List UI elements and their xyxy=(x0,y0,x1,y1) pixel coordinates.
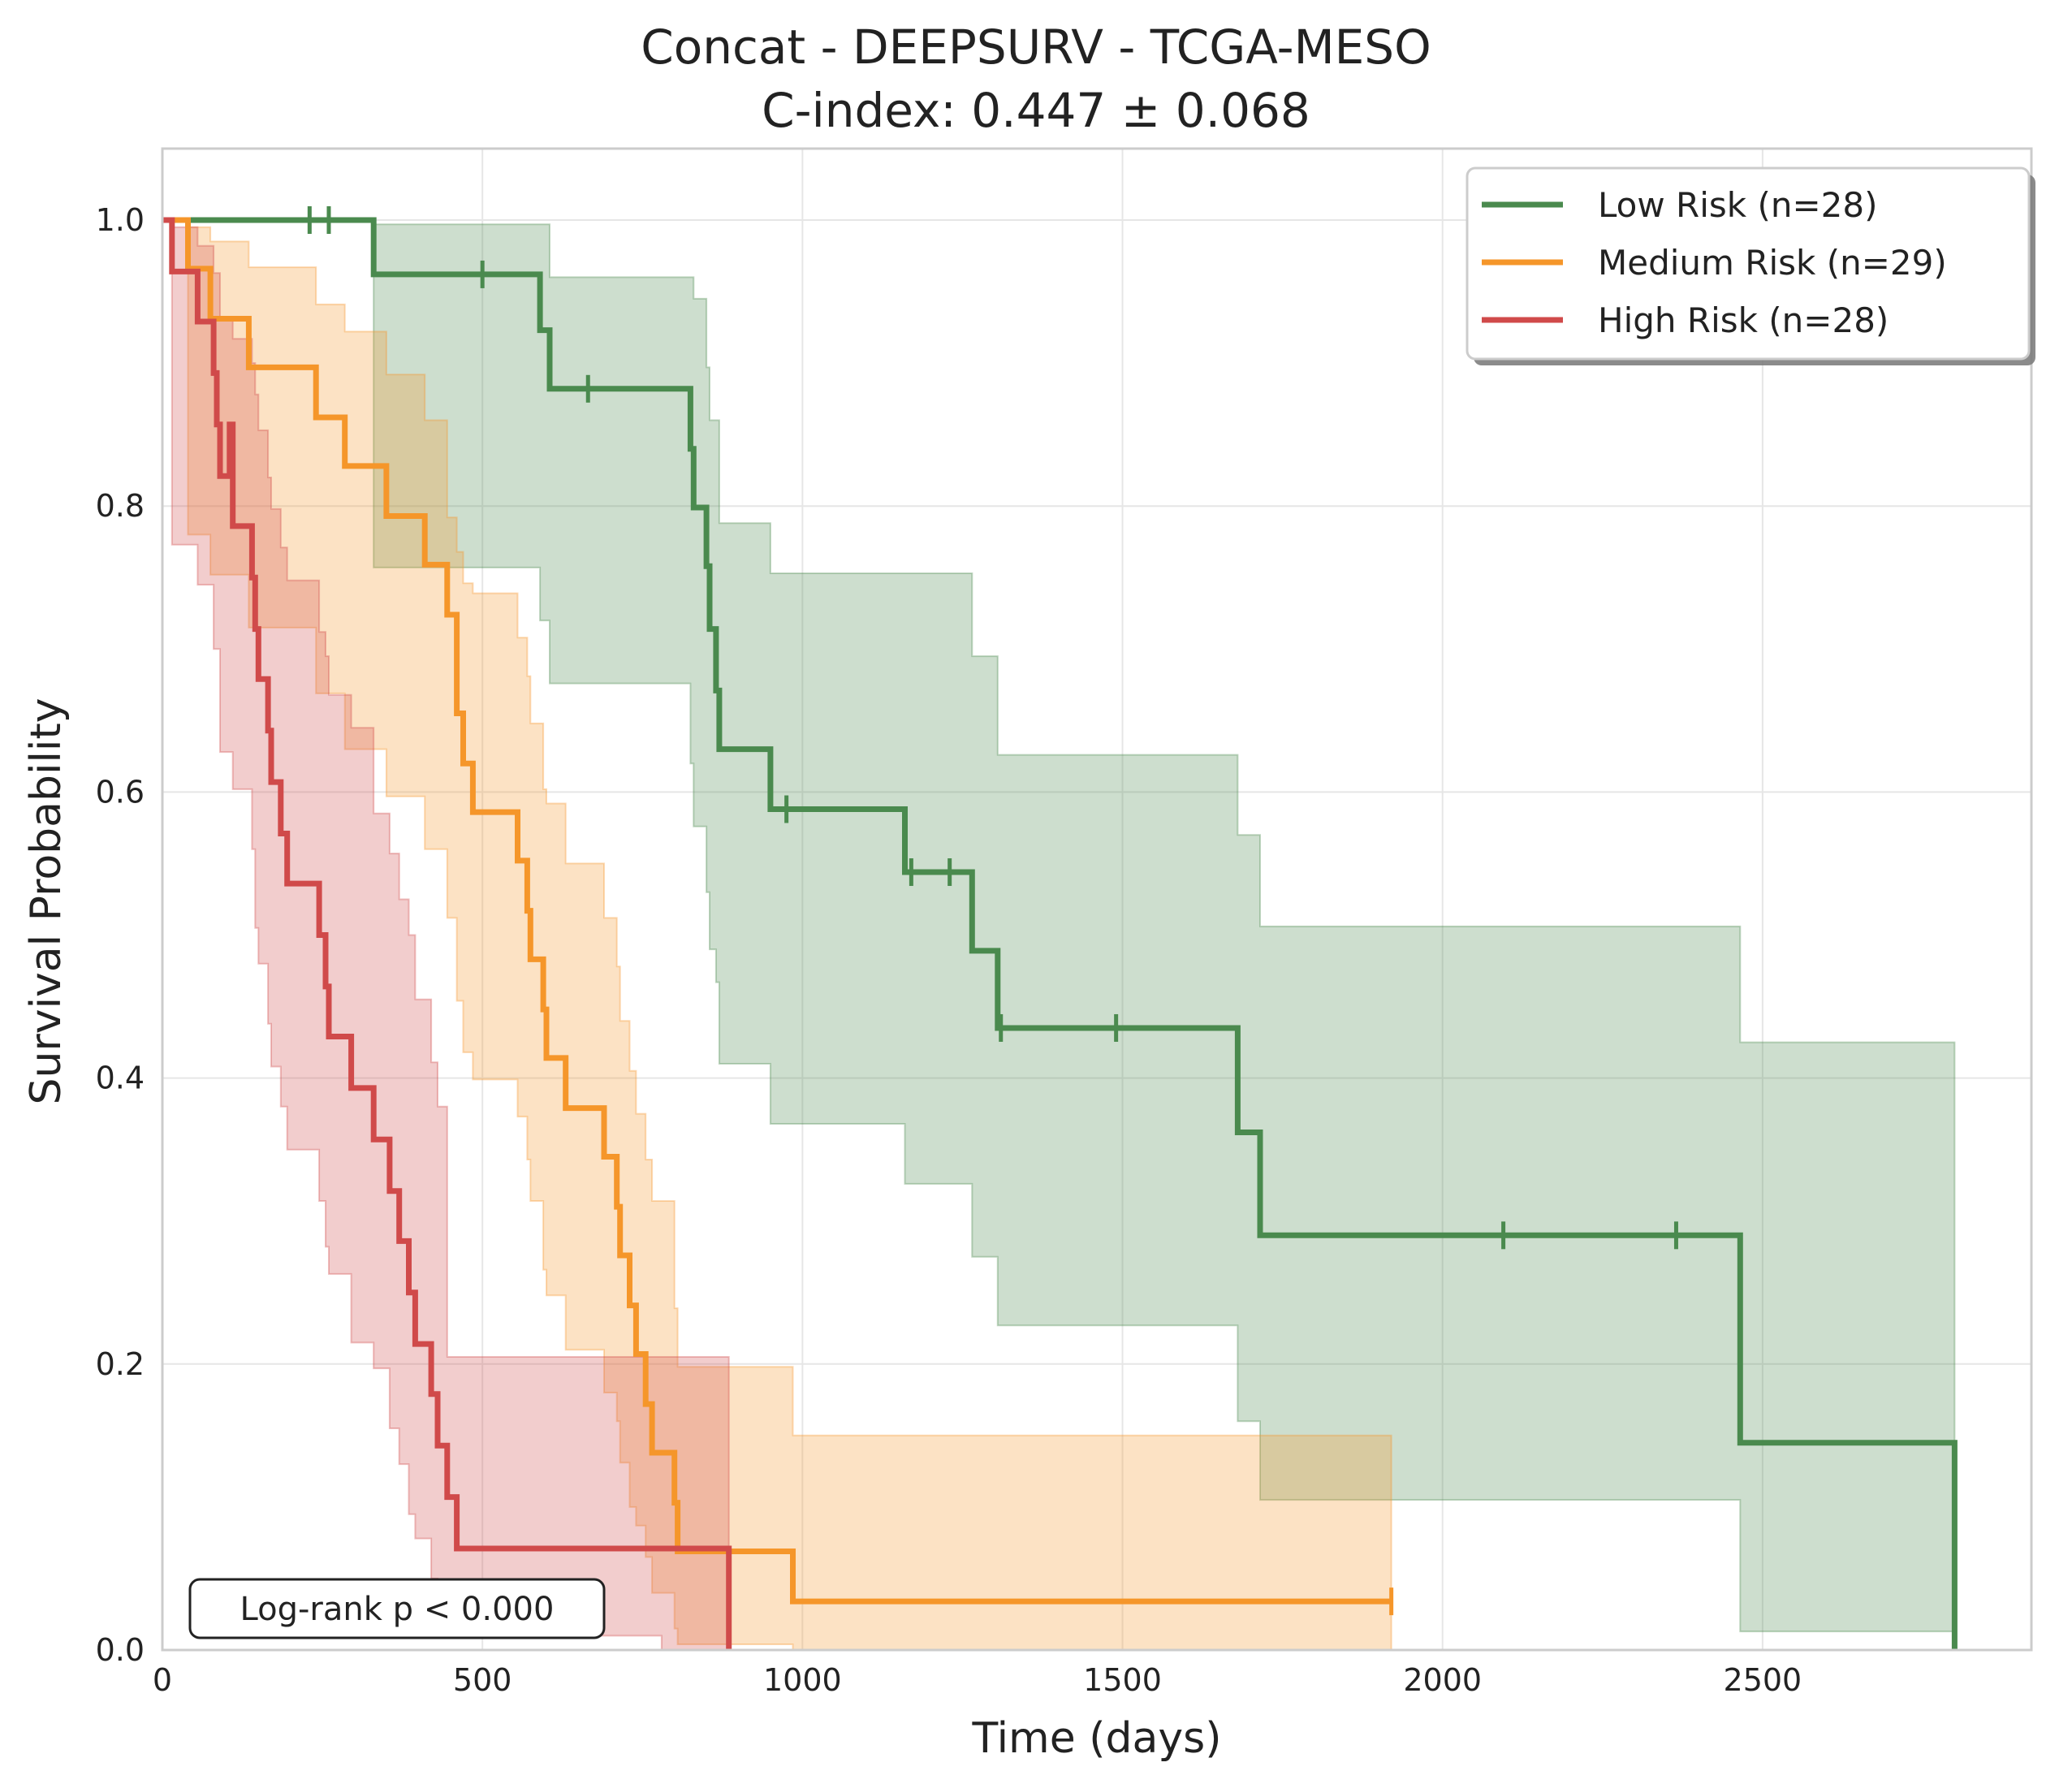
ci-band xyxy=(162,219,1392,1651)
y-tick-label: 1.0 xyxy=(96,202,145,238)
legend-label: Medium Risk (n=29) xyxy=(1598,243,1947,283)
x-tick-label: 2000 xyxy=(1403,1662,1482,1698)
chart-title: Concat - DEEPSURV - TCGA-MESO xyxy=(641,19,1431,75)
y-tick-label: 0.4 xyxy=(96,1060,145,1096)
x-tick-label: 1500 xyxy=(1083,1662,1162,1698)
censor-marks xyxy=(307,206,1678,1616)
chart-subtitle: C-index: 0.447 ± 0.068 xyxy=(762,83,1310,138)
x-tick-label: 500 xyxy=(453,1662,512,1698)
legend: Low Risk (n=28) Medium Risk (n=29) High Ri… xyxy=(1466,166,2035,365)
annotation-box xyxy=(188,1578,606,1639)
x-tick-label: 2500 xyxy=(1724,1662,1802,1698)
y-tick-label: 0.2 xyxy=(96,1346,145,1382)
legend-label: High Risk (n=28) xyxy=(1598,300,1889,340)
logrank-annotation: Log-rank p < 0.000 xyxy=(188,1578,606,1639)
confidence-bands xyxy=(162,219,1956,1651)
survival-line xyxy=(162,217,1958,1650)
x-tick-label: 1000 xyxy=(763,1662,842,1698)
survival-curves xyxy=(162,217,1958,1650)
y-axis-label: Survival Probability xyxy=(22,698,71,1104)
survival-line xyxy=(162,217,732,1650)
plot-frame xyxy=(161,147,2033,1652)
x-axis-label: Time (days) xyxy=(971,1714,1221,1763)
y-tick-label: 0.8 xyxy=(96,488,145,524)
legend-label: Low Risk (n=28) xyxy=(1598,185,1878,225)
survival-line xyxy=(162,217,1392,1605)
ci-band xyxy=(162,219,1956,1633)
annotation-text: Log-rank p < 0.000 xyxy=(240,1591,555,1628)
y-tick-label: 0.0 xyxy=(96,1632,145,1668)
y-axis-ticks: 0.0 0.2 0.4 0.6 0.8 1.0 xyxy=(96,202,145,1668)
legend-box xyxy=(1466,166,2031,361)
y-tick-label: 0.6 xyxy=(96,774,145,810)
plot-area xyxy=(162,149,2031,1650)
x-tick-label: 0 xyxy=(153,1662,172,1698)
x-axis-ticks: 0 500 1000 1500 2000 2500 xyxy=(153,1662,1802,1698)
